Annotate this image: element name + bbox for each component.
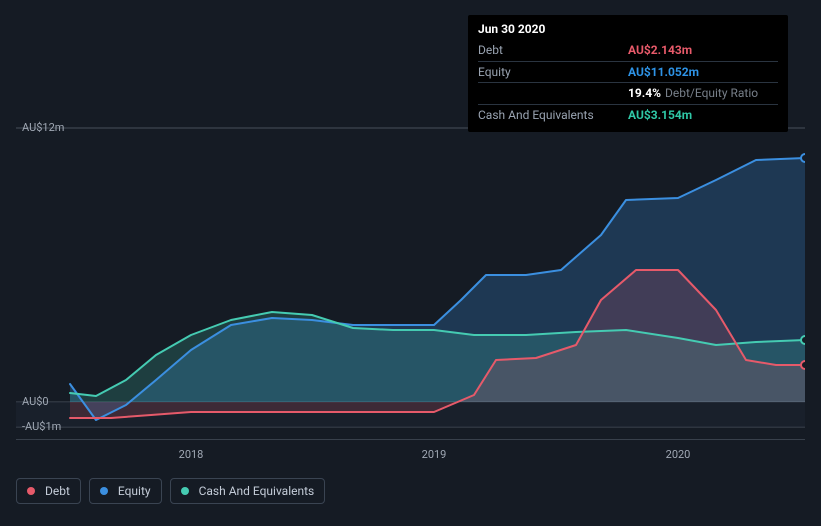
tooltip-row-value: AU$3.154m bbox=[628, 107, 692, 124]
x-tick-label: 2019 bbox=[422, 448, 447, 461]
tooltip-row-label: Equity bbox=[478, 64, 628, 81]
y-tick-label: AU$12m bbox=[22, 121, 64, 134]
x-tick-label: 2018 bbox=[179, 448, 204, 461]
tooltip-row-label bbox=[478, 85, 628, 102]
tooltip-row: Cash And EquivalentsAU$3.154m bbox=[478, 104, 778, 126]
legend-dot-icon bbox=[27, 487, 35, 495]
tooltip-row: EquityAU$11.052m bbox=[478, 61, 778, 83]
legend-item-debt[interactable]: Debt bbox=[16, 478, 81, 504]
x-tick-label: 2020 bbox=[666, 448, 691, 461]
legend-item-equity[interactable]: Equity bbox=[89, 478, 162, 504]
tooltip-row-label: Cash And Equivalents bbox=[478, 107, 628, 124]
legend-label: Debt bbox=[45, 484, 70, 498]
tooltip-row-value: AU$2.143m bbox=[628, 42, 692, 59]
tooltip-title: Jun 30 2020 bbox=[478, 21, 778, 38]
legend-label: Cash And Equivalents bbox=[199, 484, 315, 498]
legend-label: Equity bbox=[118, 484, 151, 498]
y-tick-label: -AU$1m bbox=[22, 420, 61, 433]
tooltip-row-label: Debt bbox=[478, 42, 628, 59]
legend-item-cash[interactable]: Cash And Equivalents bbox=[170, 478, 326, 504]
tooltip-row-value: 19.4% bbox=[628, 85, 661, 102]
y-tick-label: AU$0 bbox=[22, 395, 49, 408]
legend: Debt Equity Cash And Equivalents bbox=[16, 478, 325, 504]
tooltip-row-suffix: Debt/Equity Ratio bbox=[665, 85, 758, 102]
chart-tooltip: Jun 30 2020 DebtAU$2.143mEquityAU$11.052… bbox=[468, 15, 788, 132]
tooltip-row: 19.4%Debt/Equity Ratio bbox=[478, 82, 778, 104]
tooltip-row: DebtAU$2.143m bbox=[478, 40, 778, 61]
legend-dot-icon bbox=[181, 487, 189, 495]
legend-dot-icon bbox=[100, 487, 108, 495]
tooltip-row-value: AU$11.052m bbox=[628, 64, 699, 81]
